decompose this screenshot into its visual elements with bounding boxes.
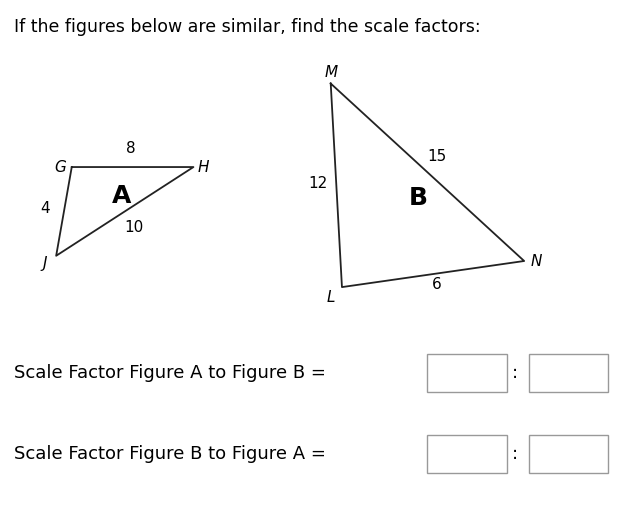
Text: Scale Factor Figure A to Figure B =: Scale Factor Figure A to Figure B =	[14, 364, 326, 382]
Text: L: L	[326, 290, 335, 305]
Text: M: M	[324, 65, 338, 79]
Text: A: A	[112, 184, 132, 208]
Text: If the figures below are similar, find the scale factors:: If the figures below are similar, find t…	[14, 18, 480, 36]
Text: 6: 6	[432, 277, 442, 292]
Text: G: G	[54, 160, 67, 174]
Text: :: :	[512, 364, 518, 382]
Text: J: J	[42, 256, 47, 271]
Text: Scale Factor Figure B to Figure A =: Scale Factor Figure B to Figure A =	[14, 445, 326, 463]
Text: 12: 12	[309, 176, 328, 191]
Text: 10: 10	[125, 220, 144, 234]
FancyBboxPatch shape	[427, 354, 507, 392]
Text: 8: 8	[126, 141, 136, 156]
Text: H: H	[198, 160, 209, 174]
Text: 4: 4	[40, 201, 50, 216]
Text: N: N	[531, 254, 542, 268]
Text: 15: 15	[427, 149, 446, 164]
Text: :: :	[512, 445, 518, 463]
FancyBboxPatch shape	[427, 435, 507, 473]
Text: B: B	[409, 186, 427, 210]
FancyBboxPatch shape	[529, 435, 608, 473]
FancyBboxPatch shape	[529, 354, 608, 392]
